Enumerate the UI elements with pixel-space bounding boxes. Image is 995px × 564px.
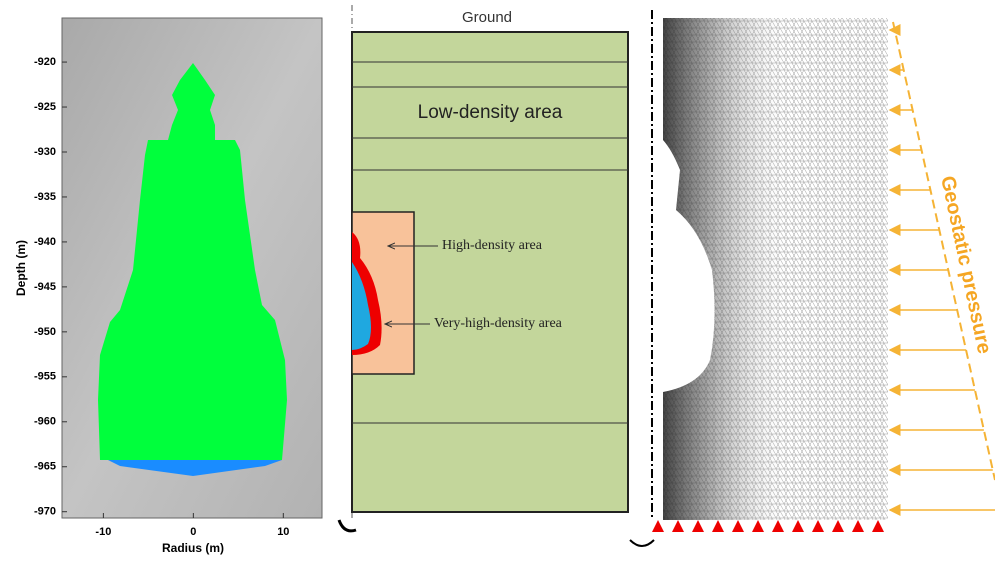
low-density-label: Low-density area [418, 102, 563, 123]
support [712, 520, 724, 532]
y-axis-label: Depth (m) [14, 240, 28, 296]
y-tick-label: -965 [34, 461, 56, 473]
figure: -920 -925 -930 -935 -940 -945 -950 -955 -960 -965… [0, 0, 995, 559]
y-tick-label: -955 [34, 371, 56, 383]
pressure-line [893, 22, 995, 480]
y-tick-label: -920 [34, 56, 56, 68]
very-high-density-label: Very-high-density area [434, 316, 563, 331]
ground-label: Ground [462, 9, 512, 26]
y-tick-label: -970 [34, 506, 56, 518]
y-tick-label: -935 [34, 191, 56, 203]
y-tick-label: -940 [34, 236, 56, 248]
support [872, 520, 884, 532]
rotation-symbol [339, 520, 356, 531]
y-tick-label: -950 [34, 326, 56, 338]
y-tick-label: -925 [34, 101, 56, 113]
x-tick-label: 10 [277, 526, 289, 538]
support [672, 520, 684, 532]
y-tick-label: -945 [34, 281, 56, 293]
support [792, 520, 804, 532]
support [832, 520, 844, 532]
support [752, 520, 764, 532]
pressure-label: Geostatic pressure [936, 174, 995, 356]
high-density-label: High-density area [442, 238, 543, 253]
rotation-symbol [630, 540, 654, 546]
support [812, 520, 824, 532]
support [772, 520, 784, 532]
support [692, 520, 704, 532]
y-tick-label: -960 [34, 416, 56, 428]
x-axis-label: Radius (m) [162, 541, 224, 555]
support [652, 520, 664, 532]
support [732, 520, 744, 532]
x-tick-label: -10 [95, 526, 111, 538]
x-tick-label: 0 [190, 526, 196, 538]
y-tick-label: -930 [34, 146, 56, 158]
support [852, 520, 864, 532]
